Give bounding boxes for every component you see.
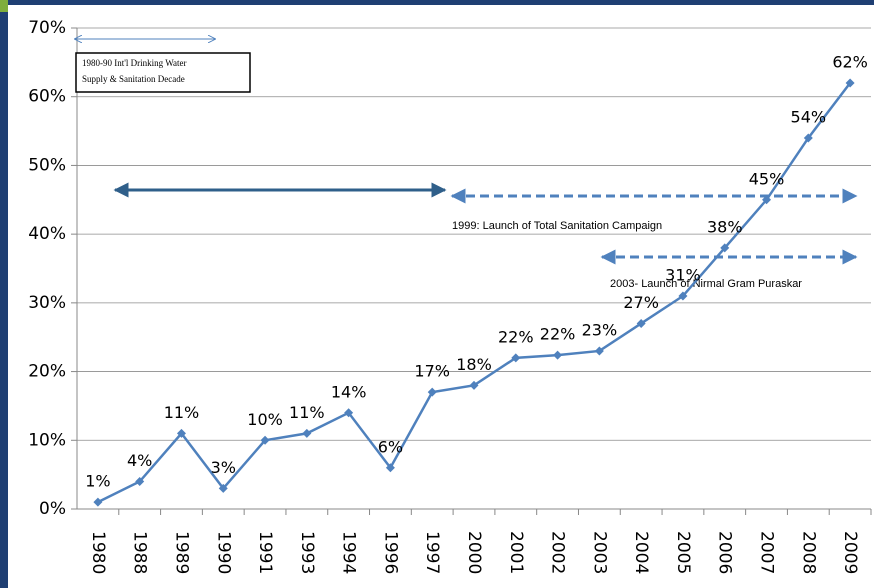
point [762,195,772,205]
data-label: 54% [791,107,827,126]
y-tick-label: 30% [28,293,66,313]
top-band [0,0,874,5]
x-tick-label: 2007 [757,531,777,574]
annotation: 2003- Launch of Nirmal Gram Puraskar [610,278,802,290]
x-tick-label: 2005 [673,531,693,574]
point [511,353,521,363]
data-label: 6% [378,437,403,456]
data-label: 62% [832,52,868,71]
annotation-box [75,52,251,93]
data-label: 14% [331,382,367,401]
point [720,243,730,253]
data-label: 22% [540,325,576,344]
data-label: 38% [707,217,743,236]
point [344,408,354,418]
data-label: 17% [414,362,450,381]
x-tick-label: 2008 [798,531,818,574]
left-band [0,0,8,588]
data-label: 4% [127,451,152,470]
point [594,346,604,356]
corner [0,0,8,12]
point [135,477,145,487]
point [803,133,813,143]
data-label: 11% [164,403,200,422]
point [260,435,270,445]
x-tick-label: 1990 [213,531,233,574]
point [678,291,688,301]
data-label: 23% [582,320,618,339]
point [93,497,103,507]
x-tick-label: 2003 [589,531,609,574]
grid [71,27,872,515]
point [218,483,228,493]
x-tick-label: 1991 [255,531,275,574]
data-label: 45% [749,169,785,188]
data-label: 27% [623,293,659,312]
annotation: 1999: Launch of Total Sanitation Campaig… [452,220,662,232]
y-tick-label: 50% [28,155,66,175]
data-label: 10% [247,410,283,429]
point [636,318,646,328]
y-tick-label: 70% [28,18,66,38]
point [385,463,395,473]
x-tick-label: 1996 [380,531,400,574]
point [553,350,563,360]
x-tick-label: 2002 [548,531,568,574]
x-tick-label: 2009 [840,531,860,574]
point [302,428,312,438]
data-label: 1% [85,472,110,491]
data-label: 3% [211,458,236,477]
series-line [97,82,852,504]
x-tick-label: 2000 [464,531,484,574]
x-tick-label: 1989 [171,531,191,574]
x-tick-label: 2006 [715,531,735,574]
y-tick-label: 40% [28,224,66,244]
y-tick-label: 0% [39,499,66,519]
data-label: 18% [456,355,492,374]
x-tick-label: 1993 [297,531,317,574]
x-tick-label: 2004 [631,531,651,574]
point [469,380,479,390]
x-tick-label: 1980 [88,531,108,574]
x-tick-label: 1988 [130,531,150,574]
annotation-line: Supply & Sanitation Decade [82,74,185,84]
y-tick-label: 20% [28,362,66,382]
annotation-line: 1980-90 Int'l Drinking Water [82,58,186,68]
data-label: 22% [498,327,534,346]
point [176,428,186,438]
y-tick-label: 10% [28,430,66,450]
data-label: 31% [665,265,701,284]
data-label: 11% [289,403,325,422]
x-tick-label: 1997 [422,531,442,574]
point [845,78,855,88]
x-tick-label: 1994 [339,531,359,574]
point [427,387,437,397]
y-tick-label: 60% [28,87,66,107]
x-tick-label: 2001 [506,531,526,574]
